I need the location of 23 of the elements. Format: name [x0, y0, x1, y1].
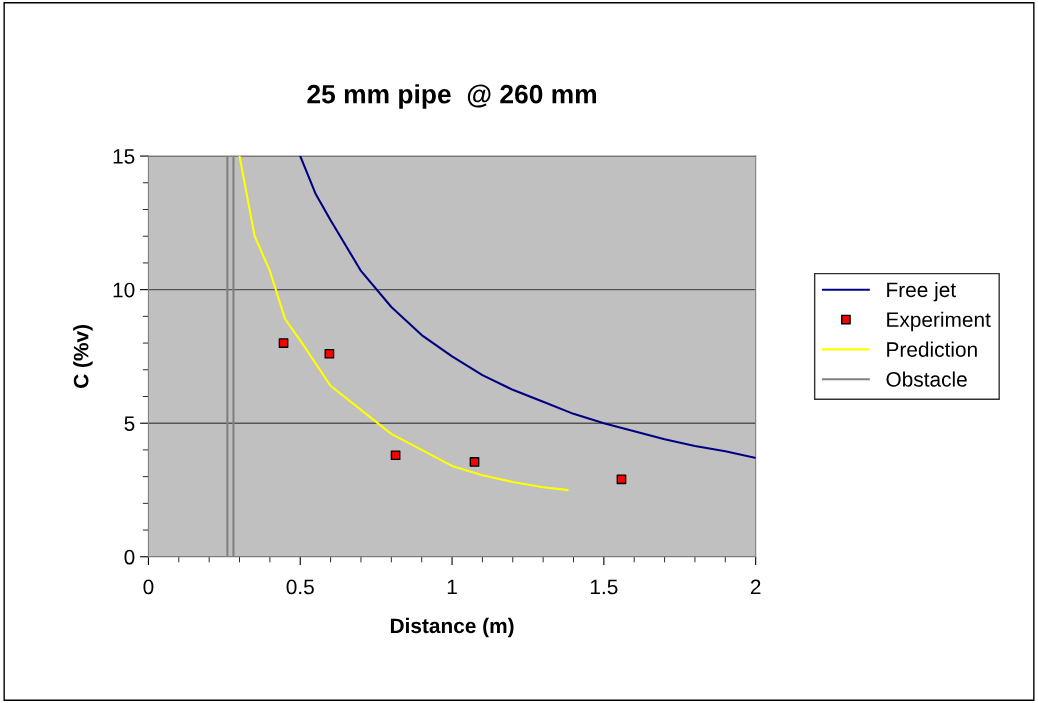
legend-label: Prediction [887, 341, 977, 357]
point [324, 348, 335, 359]
chart-title: 25 mm pipe @ 260 mm [307, 84, 597, 109]
line-series [299, 156, 756, 459]
y-tick-label: 15 [113, 149, 135, 164]
y-tick-label: 5 [124, 416, 135, 431]
x-tick-label: 1 [447, 579, 457, 595]
x-tick-label: 0 [143, 579, 154, 595]
point [616, 474, 627, 485]
x-tick-label: 1.5 [590, 579, 618, 595]
legend-label: Free jet [887, 281, 956, 302]
legend-label: Experiment [887, 311, 991, 332]
point [469, 457, 480, 467]
y-tick-label: 10 [113, 282, 135, 298]
legend-label: Obstacle [886, 371, 967, 387]
x-tick-label: 0.5 [286, 579, 314, 595]
point [390, 450, 401, 461]
line-series [238, 156, 569, 492]
point [278, 338, 289, 348]
y-tick-label: 0 [124, 549, 135, 565]
y-axis-title: C (%v) [73, 325, 93, 388]
x-tick-label: 2 [750, 579, 761, 595]
x-axis-title: Distance (m) [390, 617, 514, 638]
